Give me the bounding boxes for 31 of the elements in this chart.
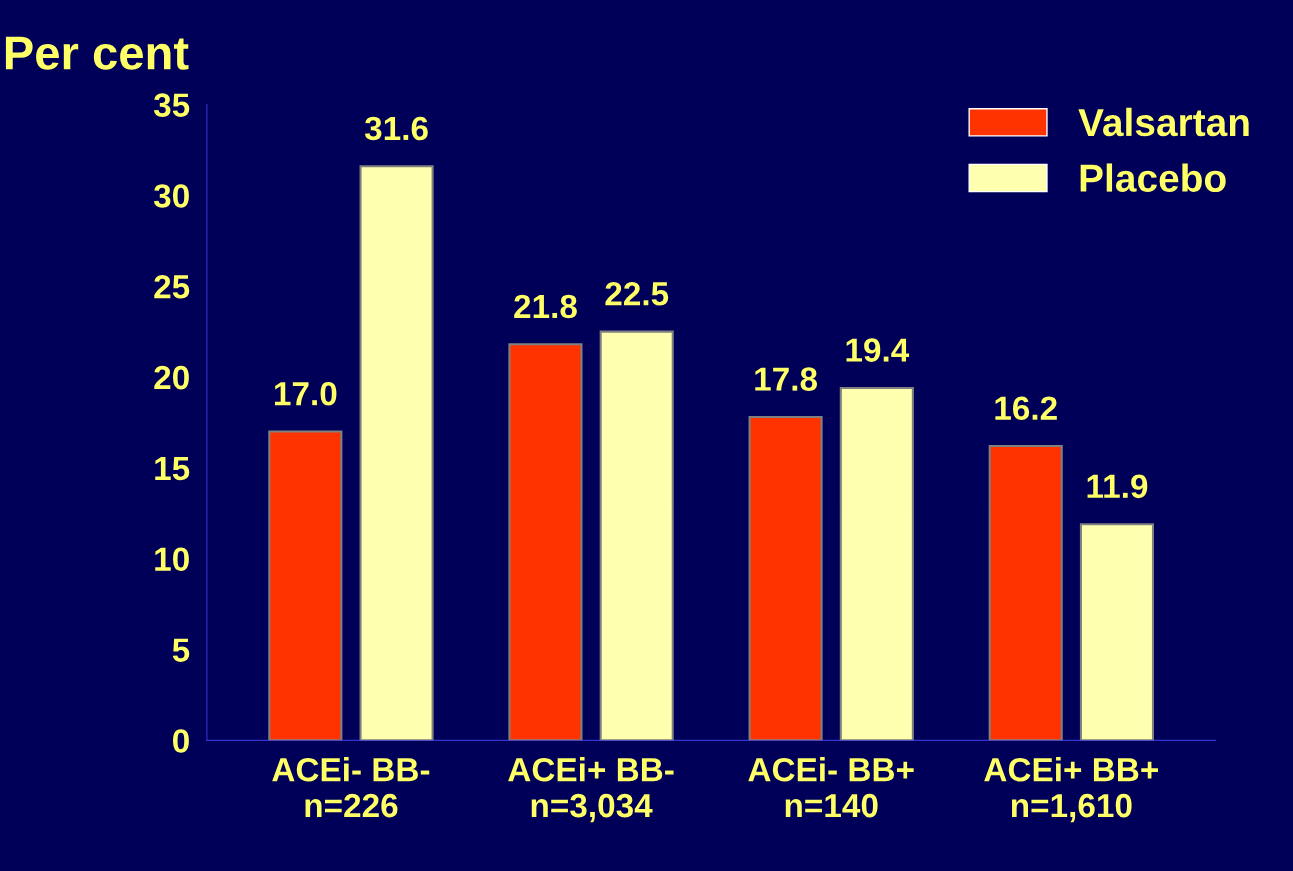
y-axis-title: Per cent	[5, 36, 189, 70]
bar	[599, 330, 674, 741]
bar	[268, 430, 343, 741]
y-tick-label: 15	[155, 457, 190, 481]
bar	[359, 165, 434, 741]
data-label: 31.6	[364, 116, 428, 141]
y-tick-label: 0	[172, 729, 189, 753]
y-tick-label: 25	[154, 274, 190, 299]
data-label: 22.5	[605, 281, 669, 306]
bar	[748, 415, 823, 741]
legend-label: Valsartan	[1078, 107, 1249, 137]
x-tick-label: ACEi+ BB- n=3,034	[508, 757, 674, 823]
data-label: 11.9	[1087, 474, 1148, 499]
data-label: 21.8	[514, 294, 577, 319]
y-tick-label: 35	[153, 93, 190, 117]
bar	[1079, 523, 1155, 741]
y-tick-label: 5	[172, 638, 190, 662]
y-tick-label: 30	[153, 184, 189, 208]
y-tick-label: 10	[155, 547, 189, 572]
data-label: 17.0	[275, 381, 337, 406]
y-tick-label: 20	[154, 365, 189, 390]
x-tick-label: ACEi+ BB+ n=1,610	[984, 757, 1158, 823]
bar	[508, 343, 583, 741]
data-label: 17.8	[755, 367, 818, 391]
bar	[839, 386, 914, 741]
bar	[988, 445, 1063, 741]
x-tick-label: ACEi- BB+ n=140	[748, 757, 914, 818]
x-tick-label: ACEi- BB- n=226	[272, 757, 430, 818]
data-label: 19.4	[846, 338, 910, 362]
legend-label: Placebo	[1080, 163, 1226, 192]
data-label: 16.2	[995, 396, 1057, 421]
